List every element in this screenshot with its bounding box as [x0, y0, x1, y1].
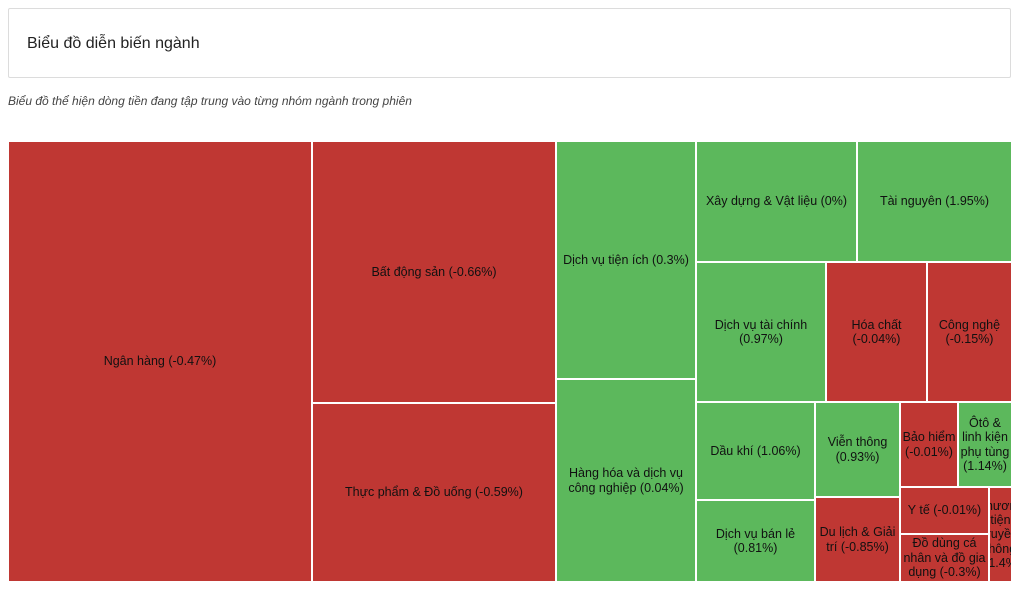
treemap-tile-label: Y tế (-0.01%): [907, 503, 982, 518]
treemap-tile-bao-hiem[interactable]: Bảo hiểm (-0.01%): [900, 402, 958, 487]
treemap-tile-hang-hoa-va-dich-vu-cong-nghiep[interactable]: Hàng hóa và dịch vụ công nghiệp (0.04%): [556, 379, 696, 582]
treemap-tile-label: Du lịch & Giải trí (-0.85%): [819, 525, 896, 554]
treemap-tile-cong-nghe[interactable]: Công nghệ (-0.15%): [927, 262, 1012, 402]
treemap-tile-label: Bất động sản (-0.66%): [371, 264, 497, 279]
treemap-tile-label: Bảo hiểm (-0.01%): [902, 430, 956, 459]
sector-treemap: Ngân hàng (-0.47%) Bất động sản (-0.66%) T…: [8, 141, 1012, 582]
treemap-tile-oto-linh-kien-phu-tung[interactable]: Ôtô & linh kiện phụ tùng (1.14%): [958, 402, 1012, 487]
treemap-tile-label: Xây dựng & Vật liệu (0%): [705, 194, 848, 209]
treemap-tile-label: Dịch vụ tiện ích (0.3%): [563, 252, 689, 267]
treemap-tile-dich-vu-tai-chinh[interactable]: Dịch vụ tài chính (0.97%): [696, 262, 826, 402]
treemap-tile-label: Đồ dùng cá nhân và đồ gia dụng (-0.3%): [903, 536, 986, 580]
chart-subtitle: Biểu đồ thể hiện dòng tiền đang tập trun…: [8, 94, 412, 108]
treemap-tile-bat-dong-san[interactable]: Bất động sản (-0.66%): [312, 141, 556, 403]
treemap-tile-do-dung-ca-nhan-va-do-gia-dung[interactable]: Đồ dùng cá nhân và đồ gia dụng (-0.3%): [900, 534, 989, 582]
treemap-tile-label: Công nghệ (-0.15%): [938, 317, 1001, 346]
treemap-tile-hoa-chat[interactable]: Hóa chất (-0.04%): [826, 262, 927, 402]
treemap-tile-label: Phương tiện truyền thông (-1.4%): [989, 498, 1011, 571]
treemap-tile-label: Hóa chất (-0.04%): [851, 317, 902, 346]
treemap-tile-label: Tài nguyên (1.95%): [879, 194, 990, 209]
treemap-tile-phuong-tien-truyen-thong[interactable]: Phương tiện truyền thông (-1.4%): [989, 487, 1012, 582]
treemap-tile-label: Dầu khí (1.06%): [710, 443, 801, 458]
treemap-tile-vien-thong[interactable]: Viễn thông (0.93%): [815, 402, 900, 497]
treemap-tile-label: Dịch vụ tài chính (0.97%): [714, 317, 808, 346]
treemap-tile-dich-vu-tien-ich[interactable]: Dịch vụ tiện ích (0.3%): [556, 141, 696, 379]
treemap-tile-label: Hàng hóa và dịch vụ công nghiệp (0.04%): [568, 466, 684, 495]
treemap-tile-xay-dung-vat-lieu[interactable]: Xây dựng & Vật liệu (0%): [696, 141, 857, 262]
treemap-tile-dau-khi[interactable]: Dầu khí (1.06%): [696, 402, 815, 500]
treemap-tile-label: Dịch vụ bán lẻ (0.81%): [715, 526, 796, 555]
chart-header-card: Biểu đồ diễn biến ngành: [8, 8, 1011, 78]
treemap-tile-label: Thực phẩm & Đồ uống (-0.59%): [345, 485, 523, 500]
treemap-tile-dich-vu-ban-le[interactable]: Dịch vụ bán lẻ (0.81%): [696, 500, 815, 582]
treemap-tile-thuc-pham-do-uong[interactable]: Thực phẩm & Đồ uống (-0.59%): [312, 403, 556, 582]
treemap-tile-du-lich-giai-tri[interactable]: Du lịch & Giải trí (-0.85%): [815, 497, 900, 582]
treemap-tile-tai-nguyen[interactable]: Tài nguyên (1.95%): [857, 141, 1012, 262]
chart-title: Biểu đồ diễn biến ngành: [27, 35, 200, 52]
treemap-tile-label: Ngân hàng (-0.47%): [103, 354, 217, 369]
treemap-tile-y-te[interactable]: Y tế (-0.01%): [900, 487, 989, 534]
treemap-tile-ngan-hang[interactable]: Ngân hàng (-0.47%): [8, 141, 312, 582]
treemap-tile-label: Viễn thông (0.93%): [827, 435, 888, 464]
treemap-tile-label: Ôtô & linh kiện phụ tùng (1.14%): [960, 415, 1010, 473]
